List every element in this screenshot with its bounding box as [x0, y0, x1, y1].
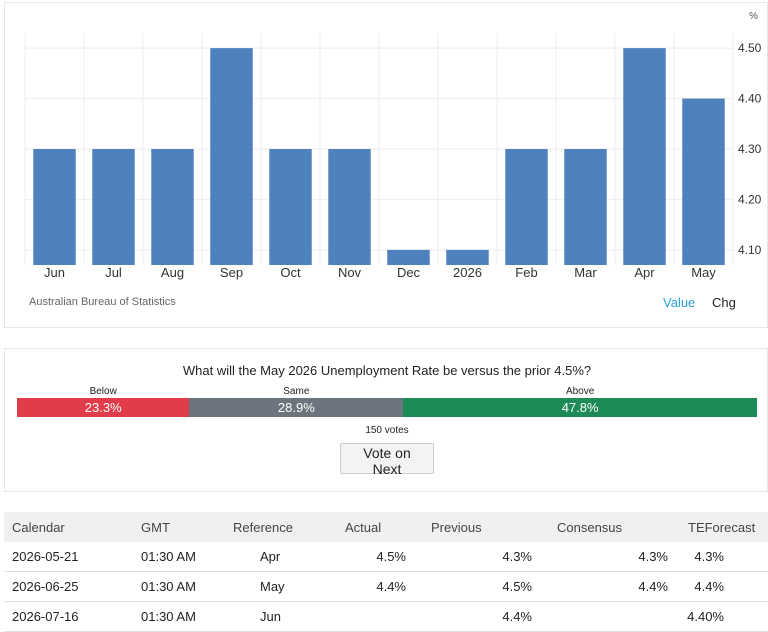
cell-date: 2026-05-21 — [4, 542, 133, 572]
cell-consensus — [532, 601, 668, 632]
y-tick-label: 4.40 — [738, 92, 762, 106]
header-gmt: GMT — [133, 512, 232, 542]
bar-mar[interactable] — [564, 149, 607, 265]
cell-reference: May — [232, 571, 344, 602]
header-consensus: Consensus — [532, 512, 668, 542]
x-tick-label: Apr — [634, 265, 655, 280]
poll-segment-above: 47.8% — [403, 398, 757, 417]
bar-apr[interactable] — [623, 48, 666, 266]
x-tick-label: Jun — [44, 265, 65, 280]
bar-sep[interactable] — [210, 48, 253, 266]
vote-on-next-button[interactable]: Vote on Next — [340, 443, 434, 477]
x-tick-label: Sep — [220, 265, 243, 280]
bar-aug[interactable] — [151, 149, 194, 265]
cell-previous: 4.4% — [406, 601, 532, 632]
cell-teforecast: 4.4% — [668, 571, 768, 602]
poll-result-bar: 23.3% 28.9% 47.8% — [17, 398, 757, 417]
calendar-row: 2026-07-16 01:30 AM Jun 4.4% 4.40% — [4, 601, 768, 632]
poll-label-above: Above — [565, 386, 595, 397]
calendar-row: 2026-06-25 01:30 AM May 4.4% 4.5% 4.4% 4.4% — [4, 571, 768, 602]
poll-segment-below: 23.3% — [17, 398, 190, 417]
calendar-header-row: Calendar GMT Reference Actual Previous C… — [4, 512, 768, 542]
y-tick-label: 4.20 — [738, 192, 762, 206]
header-calendar: Calendar — [4, 512, 133, 542]
x-tick-label: Nov — [338, 265, 362, 280]
cell-teforecast: 4.40% — [668, 601, 768, 632]
header-reference: Reference — [232, 512, 344, 542]
value-toggle[interactable]: Value — [663, 295, 696, 310]
x-tick-label: May — [691, 265, 716, 280]
x-tick-label: Jul — [105, 265, 122, 280]
y-tick-label: 4.10 — [738, 243, 762, 257]
calendar-row: 2026-05-21 01:30 AM Apr 4.5% 4.3% 4.3% 4.3% — [4, 542, 768, 572]
cell-consensus: 4.3% — [532, 542, 668, 572]
calendar-table: Calendar GMT Reference Actual Previous C… — [4, 512, 768, 632]
cell-actual: 4.4% — [344, 571, 406, 602]
bar-jun[interactable] — [33, 149, 76, 265]
cell-actual: 4.5% — [344, 542, 406, 572]
poll-question: What will the May 2026 Unemployment Rate… — [182, 363, 592, 378]
poll-label-same: Same — [283, 386, 310, 397]
calendar-panel: Calendar GMT Reference Actual Previous C… — [4, 512, 768, 632]
cell-date: 2026-07-16 — [4, 601, 133, 632]
cell-gmt: 01:30 AM — [133, 601, 232, 632]
bar-feb[interactable] — [505, 149, 548, 265]
bar-2026[interactable] — [446, 249, 489, 265]
x-tick-label: Oct — [280, 265, 301, 280]
vote-count: 150 votes — [365, 425, 409, 436]
cell-teforecast: 4.3% — [668, 542, 768, 572]
source-label: Australian Bureau of Statistics — [29, 296, 176, 308]
cell-gmt: 01:30 AM — [133, 571, 232, 602]
y-tick-label: 4.30 — [738, 142, 762, 156]
cell-previous: 4.3% — [406, 542, 532, 572]
y-tick-label: 4.50 — [738, 41, 762, 55]
cell-reference: Jun — [232, 601, 344, 632]
bar-jul[interactable] — [92, 149, 135, 265]
x-tick-label: Dec — [397, 265, 421, 280]
poll-segment-same: 28.9% — [189, 398, 404, 417]
x-tick-label: Aug — [161, 265, 184, 280]
x-tick-label: 2026 — [453, 265, 482, 280]
cell-reference: Apr — [232, 542, 344, 572]
header-teforecast: TEForecast — [668, 512, 768, 542]
poll-panel: What will the May 2026 Unemployment Rate… — [4, 348, 768, 492]
bar-nov[interactable] — [328, 149, 371, 265]
header-actual: Actual — [344, 512, 406, 542]
bar-may[interactable] — [682, 98, 725, 265]
x-tick-label: Mar — [574, 265, 597, 280]
bar-dec[interactable] — [387, 249, 430, 265]
cell-date: 2026-06-25 — [4, 571, 133, 602]
x-tick-label: Feb — [515, 265, 537, 280]
y-unit-label: % — [749, 11, 758, 22]
bar-chart: 4.10 4.20 4.30 4.40 4.50% Jun Jul Aug Sep Oct Nov D… — [24, 11, 762, 280]
cell-gmt: 01:30 AM — [133, 542, 232, 572]
bar-oct[interactable] — [269, 149, 312, 265]
poll-label-below: Below — [89, 386, 117, 397]
cell-consensus: 4.4% — [532, 571, 668, 602]
cell-actual — [344, 601, 406, 632]
cell-previous: 4.5% — [406, 571, 532, 602]
chart-panel: 4.10 4.20 4.30 4.40 4.50% Jun Jul Aug Sep Oct Nov D… — [4, 2, 768, 328]
change-toggle[interactable]: Chg — [712, 295, 736, 310]
header-previous: Previous — [406, 512, 532, 542]
